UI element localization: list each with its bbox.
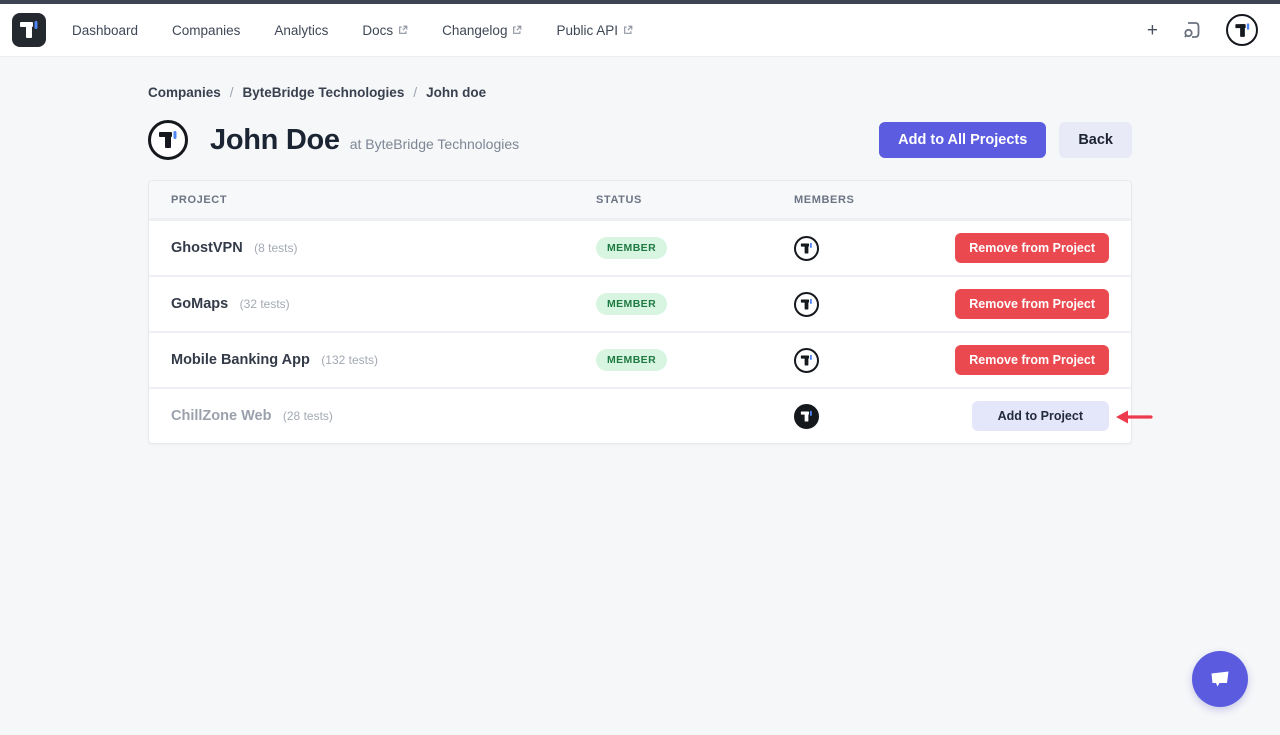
main-content: Companies / ByteBridge Technologies / Jo…	[148, 85, 1132, 444]
breadcrumb-company[interactable]: ByteBridge Technologies	[242, 85, 405, 100]
project-test-count: (28 tests)	[282, 409, 333, 423]
user-avatar[interactable]	[1226, 14, 1258, 46]
project-name: Mobile Banking App	[171, 352, 310, 368]
top-strip	[0, 0, 1280, 4]
plus-icon[interactable]: +	[1146, 19, 1158, 41]
table-row-ghostvpn: GhostVPN (8 tests) MEMBER Remove from Pr…	[149, 221, 1131, 275]
remove-from-project-button[interactable]: Remove from Project	[955, 345, 1109, 375]
member-avatar	[794, 235, 819, 261]
table-row-gomaps: GoMaps (32 tests) MEMBER Remove from Pro…	[149, 277, 1131, 331]
nav-item-docs[interactable]: Docs	[362, 23, 408, 38]
nav-item-public-api[interactable]: Public API	[556, 23, 633, 38]
member-avatar	[794, 347, 819, 373]
navbar: Dashboard Companies Analytics Docs Chang…	[0, 4, 1280, 57]
project-name: ChillZone Web	[171, 408, 272, 424]
page-header: John Doe at ByteBridge Technologies Add …	[148, 120, 1132, 160]
breadcrumb-person[interactable]: John doe	[426, 85, 487, 100]
table-header: Project Status Members	[149, 181, 1131, 219]
status-badge: MEMBER	[596, 293, 668, 315]
status-badge: MEMBER	[596, 237, 668, 259]
project-test-count: (8 tests)	[254, 241, 298, 255]
nav-item-companies[interactable]: Companies	[172, 22, 241, 38]
page-title: John Doe	[210, 123, 340, 156]
nav-items: Dashboard Companies Analytics Docs Chang…	[72, 23, 633, 38]
chat-bubble-icon	[1211, 671, 1229, 687]
project-test-count: (132 tests)	[321, 353, 378, 367]
annotation-arrow-icon	[1114, 408, 1154, 431]
nav-right: +	[1147, 14, 1258, 46]
table-row-mobile-banking-app: Mobile Banking App (132 tests) MEMBER Re…	[149, 333, 1131, 387]
projects-table: Project Status Members GhostVPN (8 tests…	[148, 180, 1132, 444]
logo-t-icon	[20, 21, 38, 38]
add-to-project-button[interactable]: Add to Project	[971, 401, 1109, 431]
breadcrumb-separator: /	[413, 85, 418, 100]
remove-from-project-button[interactable]: Remove from Project	[955, 233, 1109, 263]
back-button[interactable]: Back	[1059, 122, 1132, 158]
nav-item-analytics[interactable]: Analytics	[274, 22, 329, 38]
nav-item-changelog[interactable]: Changelog	[442, 23, 522, 38]
page-subtitle: at ByteBridge Technologies	[349, 135, 520, 152]
project-test-count: (32 tests)	[239, 297, 290, 311]
app-logo[interactable]	[12, 13, 46, 47]
external-link-icon	[623, 25, 633, 35]
breadcrumb-separator: /	[229, 85, 234, 100]
search-icon[interactable]	[1182, 20, 1202, 40]
external-link-icon	[398, 25, 408, 35]
status-badge: MEMBER	[596, 349, 668, 371]
chat-widget-button[interactable]	[1192, 651, 1248, 707]
avatar-t-icon	[1234, 22, 1249, 37]
person-avatar	[148, 120, 188, 160]
add-to-all-projects-button[interactable]: Add to All Projects	[879, 122, 1047, 158]
member-avatar	[794, 403, 819, 429]
external-link-icon	[512, 25, 522, 35]
project-name: GhostVPN	[171, 240, 243, 256]
column-header-status: Status	[596, 193, 642, 206]
member-avatar	[794, 291, 819, 317]
column-header-project: Project	[171, 193, 228, 206]
breadcrumb-companies[interactable]: Companies	[148, 85, 221, 100]
project-name: GoMaps	[171, 296, 229, 312]
breadcrumb: Companies / ByteBridge Technologies / Jo…	[148, 85, 1132, 100]
remove-from-project-button[interactable]: Remove from Project	[955, 289, 1109, 319]
column-header-members: Members	[794, 193, 855, 206]
avatar-t-icon	[159, 131, 177, 148]
nav-item-dashboard[interactable]: Dashboard	[72, 22, 139, 38]
table-row-chillzone-web: ChillZone Web (28 tests) Add to Project	[149, 389, 1131, 443]
